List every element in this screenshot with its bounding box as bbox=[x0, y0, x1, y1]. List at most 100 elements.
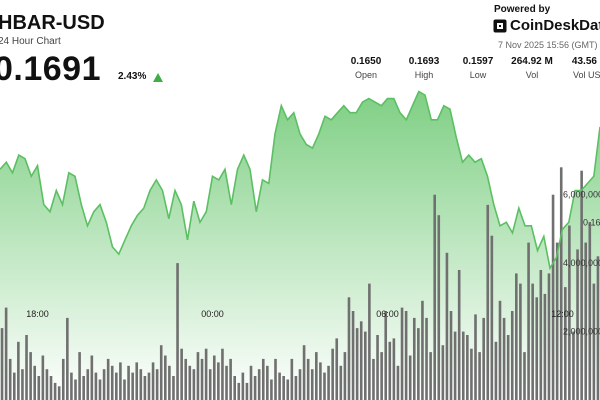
volume-bar bbox=[588, 222, 592, 400]
volume-bar bbox=[388, 341, 392, 400]
volume-bar bbox=[298, 369, 302, 400]
volume-bar bbox=[90, 355, 94, 400]
volume-bar bbox=[527, 242, 530, 400]
volume-bar bbox=[449, 311, 453, 400]
volume-bar bbox=[4, 307, 8, 400]
volume-bar bbox=[119, 362, 122, 400]
volume-bar bbox=[127, 365, 130, 400]
stat-label: Open bbox=[354, 70, 378, 80]
volume-bar bbox=[270, 379, 273, 400]
volume-bar bbox=[568, 225, 571, 400]
volume-bar bbox=[482, 317, 485, 400]
volume-bar bbox=[572, 331, 575, 400]
volume-bar bbox=[421, 300, 424, 400]
volume-bar bbox=[41, 355, 45, 400]
pair-title: HBAR-USD bbox=[0, 12, 105, 34]
volume-bar bbox=[433, 194, 436, 400]
volume-bar bbox=[478, 352, 481, 400]
stat-label: High bbox=[414, 70, 434, 80]
volume-bar bbox=[551, 194, 555, 400]
volume-bar bbox=[188, 365, 192, 400]
volume-bar bbox=[180, 348, 183, 400]
volume-bar bbox=[86, 369, 90, 400]
volume-bar bbox=[217, 362, 220, 400]
volume-bar bbox=[515, 273, 518, 400]
stat-value: 0.1693 bbox=[408, 56, 440, 67]
volume-bar bbox=[506, 335, 510, 400]
volume-bar bbox=[425, 317, 428, 400]
volume-bar bbox=[25, 335, 28, 400]
stat-value: 43.56 M bbox=[571, 56, 600, 67]
volume-bar bbox=[368, 283, 371, 400]
volume-bar bbox=[147, 372, 151, 400]
volume-bar bbox=[547, 273, 551, 400]
x-axis-ticks: 18:00 00:00 06:00 12:00 bbox=[26, 309, 574, 319]
price-area bbox=[0, 91, 600, 400]
volume-bar bbox=[347, 297, 351, 400]
volume-bar bbox=[384, 311, 388, 400]
volume-bar bbox=[294, 376, 298, 400]
volume-bar bbox=[474, 314, 477, 400]
volume-bar bbox=[212, 355, 216, 400]
volume-bar bbox=[453, 331, 457, 400]
volume-bar bbox=[404, 311, 408, 400]
y-price-tick-label: 0.16 bbox=[583, 217, 600, 227]
volume-bar bbox=[274, 358, 277, 400]
stat-open: 0.1650 Open bbox=[336, 56, 396, 80]
volume-bar bbox=[8, 358, 12, 400]
volume-bar bbox=[94, 372, 98, 400]
volume-bar bbox=[237, 382, 241, 400]
volume-bar bbox=[335, 338, 339, 400]
volume-bar bbox=[523, 352, 526, 400]
volume-bar bbox=[74, 379, 77, 400]
volume-bars bbox=[0, 167, 600, 400]
volume-bar bbox=[151, 362, 155, 400]
volume-bar bbox=[221, 348, 224, 400]
volume-bar bbox=[584, 242, 588, 400]
volume-bar bbox=[445, 252, 449, 400]
volume-bar bbox=[261, 358, 265, 400]
volume-bar bbox=[66, 317, 69, 400]
volume-bar bbox=[359, 321, 363, 400]
volume-bar bbox=[392, 338, 396, 400]
volume-bar bbox=[400, 307, 404, 400]
volume-bar bbox=[192, 369, 196, 400]
volume-bar bbox=[486, 204, 490, 400]
volume-bar bbox=[45, 369, 49, 400]
volume-bar bbox=[343, 352, 347, 400]
stat-label: Vol USD bbox=[572, 70, 600, 80]
chart-subtitle: 24 Hour Chart bbox=[0, 36, 61, 47]
volume-bar bbox=[102, 369, 106, 400]
stat-value: 0.1650 bbox=[350, 56, 382, 67]
volume-bar bbox=[184, 358, 188, 400]
volume-bar bbox=[78, 352, 81, 400]
timestamp: 7 Nov 2025 15:56 (GMT) bbox=[498, 40, 598, 50]
x-tick-label: 00:00 bbox=[201, 309, 224, 319]
volume-bar bbox=[49, 376, 53, 400]
volume-bar bbox=[498, 300, 502, 400]
volume-bar bbox=[302, 345, 306, 400]
volume-bar bbox=[470, 348, 473, 400]
volume-bar bbox=[510, 311, 514, 400]
volume-bar bbox=[380, 352, 383, 400]
stat-label: Vol bbox=[525, 70, 539, 80]
x-tick-label: 12:00 bbox=[551, 309, 574, 319]
price-line bbox=[0, 90, 600, 271]
volume-bar bbox=[53, 382, 57, 400]
volume-bar bbox=[200, 358, 204, 400]
volume-bar bbox=[331, 348, 334, 400]
volume-bar bbox=[372, 358, 375, 400]
volume-bar bbox=[139, 369, 143, 400]
volume-bar bbox=[155, 369, 159, 400]
stat-value: 0.1597 bbox=[462, 56, 494, 67]
stat-label: Low bbox=[469, 70, 487, 80]
y-volume-tick-label: 2,000,000 bbox=[563, 327, 600, 337]
volume-bar bbox=[172, 376, 175, 400]
volume-bar bbox=[225, 365, 228, 400]
volume-bar bbox=[596, 256, 600, 400]
volume-bar bbox=[351, 311, 355, 400]
stat-low: 0.1597 Low bbox=[448, 56, 508, 80]
volume-bar bbox=[12, 372, 16, 400]
volume-bar bbox=[21, 369, 24, 400]
volume-bar bbox=[110, 365, 114, 400]
